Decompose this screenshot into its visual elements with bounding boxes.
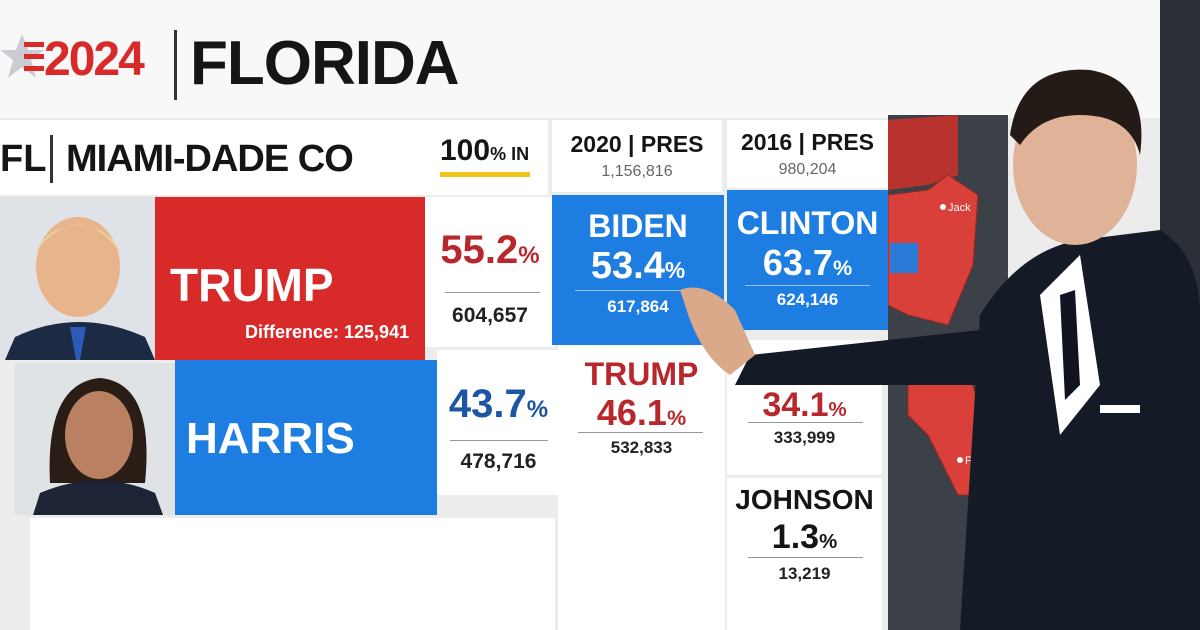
rule [575,290,700,291]
candidate-pct: 63.7% [762,242,853,283]
candidate-pct: 53.4% [590,245,686,287]
column-title: 2020 | PRES [570,131,704,157]
column-header [552,120,722,192]
candidate-pct: 1.3% [771,518,838,556]
candidate-photo [15,363,175,515]
candidate-name: HARRIS [186,414,355,463]
candidate-pct: 34.1% [762,386,847,424]
candidate-name: BIDEN [588,208,688,244]
county-name: MIAMI-DADE CO [66,138,354,180]
candidate-name: TRUMP [170,259,334,311]
candidate-votes: 617,864 [607,297,669,316]
rule [578,432,703,433]
candidate-box [155,197,425,360]
candidate-name: CLINTON [736,205,879,241]
candidate-votes: 532,833 [610,438,673,457]
column-header [727,120,888,188]
year: 2024 [44,33,145,86]
result-box [727,190,888,330]
column-title: 2016 | PRES [740,129,874,155]
candidate-pct: 46.1% [596,392,687,433]
column-total: 980,204 [778,161,837,178]
result-box [558,345,725,630]
column-total: 1,156,816 [601,163,673,180]
candidate-box [175,360,437,515]
candidate-name: TRUMP [584,356,699,392]
result-box [727,478,882,630]
presenter [680,69,1200,630]
divider [50,135,53,183]
candidate-pct: 43.7% [448,382,549,426]
candidate-photo [0,197,155,360]
result-box [425,197,555,347]
state-abbr: FL [0,138,47,180]
candidate-votes: 604,657 [452,304,528,327]
state-title: FLORIDA [190,29,460,98]
rule [450,440,548,441]
map-label: Jack [948,202,971,214]
result-box [437,350,560,495]
empty-row [30,518,555,630]
header-band [0,0,1160,118]
candidate-name: JOHNSON [735,484,874,515]
difference: Difference: 125,941 [245,322,410,342]
candidate-votes: 13,219 [778,564,831,583]
divider [174,30,177,100]
reporting-bar [440,172,530,177]
rule [745,285,870,286]
rule [748,557,863,558]
candidate-votes: 624,146 [776,290,839,309]
candidate-votes: 333,999 [773,428,836,447]
reporting: 100% IN [440,134,530,167]
rule [748,422,863,423]
candidate-votes: 478,716 [460,450,537,473]
rule [445,292,540,293]
logo-star [0,34,44,78]
candidate-pct: 55.2% [440,228,540,272]
county-bar [0,120,548,195]
